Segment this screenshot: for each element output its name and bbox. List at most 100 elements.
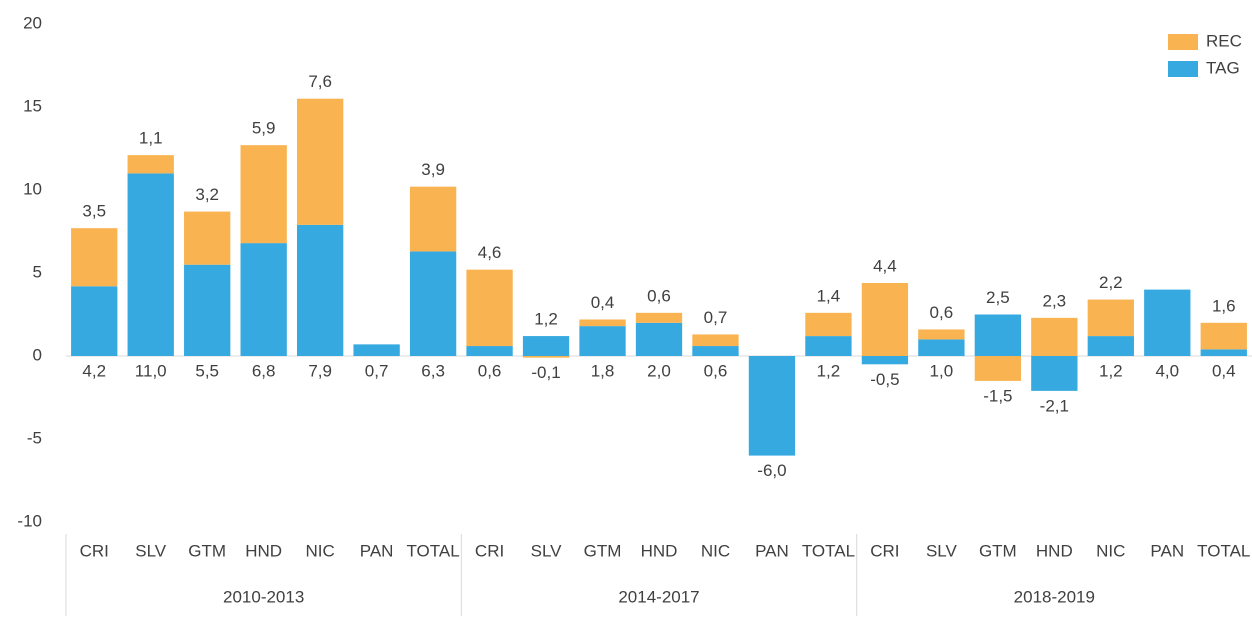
- y-tick-label: -10: [17, 511, 42, 530]
- bar-segment: [1031, 317, 1078, 356]
- data-label: -6,0: [757, 461, 786, 480]
- data-label: -2,1: [1040, 396, 1069, 415]
- bar-segment: [466, 269, 513, 347]
- data-label: 6,8: [252, 361, 276, 380]
- bar-segment: [184, 211, 231, 265]
- y-tick-label: -5: [27, 428, 42, 447]
- y-tick-label: 0: [33, 345, 42, 364]
- x-tick-label: SLV: [135, 541, 167, 560]
- bar-segment: [692, 334, 739, 347]
- data-label: 2,5: [986, 288, 1010, 307]
- bar-segment: [861, 282, 909, 356]
- bar-segment: [353, 344, 400, 356]
- data-label: 5,9: [252, 119, 276, 138]
- legend-label: REC: [1206, 31, 1242, 50]
- x-tick-label: HND: [641, 541, 678, 560]
- bar-segment: [409, 186, 457, 252]
- bar-segment: [579, 326, 626, 356]
- bar-segment: [522, 356, 570, 358]
- bar-segment: [1087, 299, 1134, 337]
- x-tick-label: GTM: [584, 541, 622, 560]
- data-label: 6,3: [421, 361, 445, 380]
- x-tick-label: CRI: [80, 541, 109, 560]
- data-label: 0,7: [704, 308, 728, 327]
- data-label: 0,4: [591, 293, 615, 312]
- bar-segment: [240, 145, 287, 244]
- x-tick-label: PAN: [360, 541, 394, 560]
- bar-segment: [1144, 289, 1191, 356]
- data-label: 7,6: [308, 72, 332, 91]
- data-label: 3,5: [82, 202, 106, 221]
- data-label: 0,6: [930, 303, 954, 322]
- bar-segment: [861, 356, 909, 365]
- x-tick-label: HND: [1036, 541, 1073, 560]
- x-tick-label: HND: [245, 541, 282, 560]
- data-label: 1,1: [139, 129, 163, 148]
- bar-segment: [127, 173, 174, 356]
- data-label: 2,0: [647, 361, 671, 380]
- bar-segment: [71, 286, 118, 356]
- data-label: 3,9: [421, 160, 445, 179]
- group-label: 2018-2019: [1014, 587, 1095, 606]
- bar-segment: [1087, 336, 1134, 356]
- data-label: 4,6: [478, 243, 502, 262]
- data-label: 4,2: [82, 361, 106, 380]
- x-tick-label: CRI: [870, 541, 899, 560]
- data-label: 11,0: [135, 361, 167, 380]
- bar-segment: [127, 155, 174, 174]
- y-tick-label: 5: [33, 262, 42, 281]
- bar-segment: [748, 356, 796, 456]
- bar-segment: [522, 336, 570, 356]
- bar-segment: [805, 336, 852, 356]
- x-tick-label: TOTAL: [802, 541, 855, 560]
- y-tick-label: 20: [23, 13, 42, 32]
- data-label: 3,2: [195, 185, 219, 204]
- bar-segment: [240, 243, 287, 356]
- x-tick-label: TOTAL: [1197, 541, 1250, 560]
- data-label: 5,5: [195, 361, 219, 380]
- data-label: 1,4: [817, 286, 841, 305]
- bar-segment: [1031, 356, 1078, 391]
- bar-segment: [918, 339, 965, 356]
- bar-segment: [692, 346, 739, 356]
- data-label: 1,0: [930, 361, 954, 380]
- bar-segment: [635, 312, 683, 323]
- x-tick-label: PAN: [755, 541, 789, 560]
- x-tick-label: SLV: [531, 541, 563, 560]
- data-label: -1,5: [983, 386, 1012, 405]
- x-tick-label: NIC: [1096, 541, 1125, 560]
- data-label: 2,2: [1099, 273, 1123, 292]
- data-label: -0,5: [870, 370, 899, 389]
- group-label: 2014-2017: [618, 587, 699, 606]
- bar-segment: [409, 251, 457, 356]
- x-tick-label: NIC: [701, 541, 730, 560]
- y-tick-label: 10: [23, 179, 42, 198]
- x-tick-label: NIC: [306, 541, 335, 560]
- legend-swatch: [1168, 61, 1198, 77]
- data-label: 1,2: [817, 361, 841, 380]
- bar-segment: [296, 224, 344, 356]
- legend-swatch: [1168, 34, 1198, 50]
- bar-segment: [974, 314, 1022, 356]
- data-label: 0,6: [704, 361, 728, 380]
- data-label: 0,6: [478, 361, 502, 380]
- data-label: -0,1: [531, 363, 560, 382]
- bar-segment: [1200, 322, 1247, 350]
- bar-segment: [71, 228, 118, 287]
- data-label: 1,2: [1099, 361, 1123, 380]
- data-label: 1,6: [1212, 296, 1236, 315]
- data-label: 0,4: [1212, 361, 1236, 380]
- legend-label: TAG: [1206, 58, 1240, 77]
- data-label: 0,7: [365, 361, 389, 380]
- x-tick-label: GTM: [979, 541, 1017, 560]
- x-tick-label: CRI: [475, 541, 504, 560]
- y-tick-label: 15: [23, 96, 42, 115]
- data-label: 1,2: [534, 310, 558, 329]
- bar-segment: [579, 319, 626, 327]
- bar-segment: [805, 312, 852, 337]
- data-label: 0,6: [647, 286, 671, 305]
- x-tick-label: PAN: [1150, 541, 1184, 560]
- bar-segment: [918, 329, 965, 340]
- bar-segment: [974, 356, 1022, 381]
